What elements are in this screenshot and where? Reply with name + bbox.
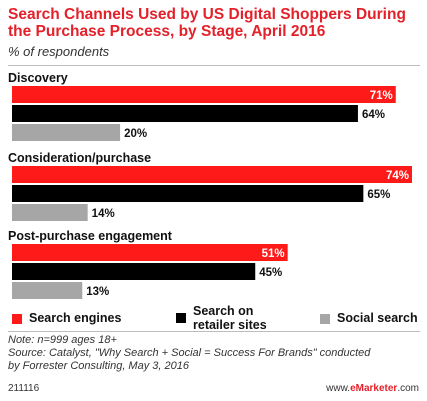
category-label-consideration-purchase: Consideration/purchase: [8, 151, 151, 165]
bar-consideration-purchase-social-search: [12, 204, 88, 221]
note-line-3: by Forrester Consulting, May 3, 2016: [8, 360, 189, 372]
category-label-post-purchase-engagement: Post-purchase engagement: [8, 229, 173, 243]
top-divider: [8, 65, 420, 66]
value-label-consideration-purchase-search-on-retailer-sites: 65%: [367, 189, 390, 201]
brand-suffix: .com: [397, 383, 419, 394]
bar-consideration-purchase-search-engines: [12, 166, 412, 183]
bar-post-purchase-engagement-search-engines: [12, 244, 288, 261]
legend-swatch-search-engines: [12, 314, 22, 324]
legend-swatch-social-search: [320, 314, 330, 324]
chart-title: Search Channels Used by US Digital Shopp…: [8, 6, 406, 40]
legend-label-retailer-sites: Search on retailer sites: [193, 304, 267, 332]
value-label-consideration-purchase-social-search: 14%: [92, 208, 115, 220]
legend-label-social-search: Social search: [337, 311, 418, 325]
value-label-discovery-search-engines: 71%: [370, 90, 393, 102]
value-label-consideration-purchase-search-engines: 74%: [386, 170, 409, 182]
value-label-post-purchase-engagement-social-search: 13%: [86, 286, 109, 298]
note-line-1: Note: n=999 ages 18+: [8, 334, 117, 346]
bar-discovery-search-engines: [12, 86, 396, 103]
bar-discovery-social-search: [12, 124, 121, 141]
value-label-post-purchase-engagement-search-on-retailer-sites: 45%: [259, 267, 282, 279]
legend-item-search-engines: Search engines: [12, 311, 121, 325]
brand-name: eMarketer: [350, 383, 398, 394]
value-label-discovery-search-on-retailer-sites: 64%: [362, 109, 385, 121]
chart-subtitle: % of respondents: [8, 44, 110, 59]
legend-item-retailer-sites: Search on retailer sites: [176, 304, 281, 332]
category-label-discovery: Discovery: [8, 71, 68, 85]
legend-swatch-retailer-sites: [176, 313, 186, 323]
bar-consideration-purchase-search-on-retailer-sites: [12, 185, 364, 202]
legend-item-social-search: Social search: [320, 311, 418, 325]
bar-post-purchase-engagement-social-search: [12, 282, 83, 299]
value-label-post-purchase-engagement-search-engines: 51%: [262, 248, 285, 260]
brand-link[interactable]: www.eMarketer.com: [326, 383, 419, 394]
brand-prefix: www.: [326, 383, 351, 394]
bar-discovery-search-on-retailer-sites: [12, 105, 358, 122]
legend-label-search-engines: Search engines: [29, 311, 122, 325]
bar-post-purchase-engagement-search-on-retailer-sites: [12, 263, 256, 280]
value-label-discovery-social-search: 20%: [124, 128, 147, 140]
source-note: Note: n=999 ages 18+ Source: Catalyst, "…: [8, 334, 420, 373]
note-line-2: Source: Catalyst, "Why Search + Social =…: [8, 347, 371, 359]
chart-id: 211116: [8, 383, 40, 394]
bottom-divider: [8, 331, 420, 332]
bar-chart: Discovery 71% 64% 20% Consideration/purchase…: [8, 71, 412, 299]
